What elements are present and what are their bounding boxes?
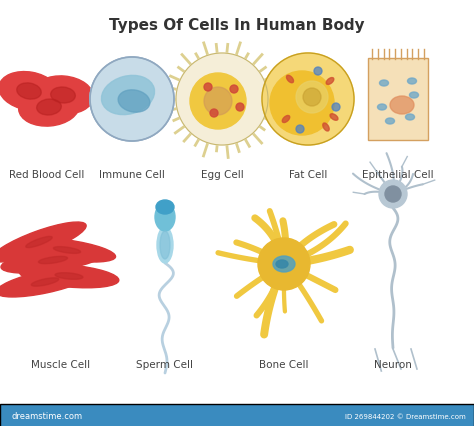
- Circle shape: [190, 74, 246, 130]
- Text: Immune Cell: Immune Cell: [99, 170, 165, 180]
- Ellipse shape: [160, 231, 170, 259]
- Ellipse shape: [276, 260, 288, 268]
- Ellipse shape: [18, 89, 79, 127]
- Circle shape: [296, 126, 304, 134]
- Circle shape: [258, 239, 310, 290]
- Circle shape: [236, 104, 244, 112]
- Ellipse shape: [38, 257, 68, 264]
- Circle shape: [210, 110, 218, 118]
- Circle shape: [303, 89, 321, 107]
- Circle shape: [230, 86, 238, 94]
- Text: Egg Cell: Egg Cell: [201, 170, 243, 180]
- Circle shape: [262, 54, 354, 146]
- Text: Types Of Cells In Human Body: Types Of Cells In Human Body: [109, 18, 365, 33]
- Ellipse shape: [283, 116, 290, 123]
- Ellipse shape: [330, 115, 338, 121]
- Ellipse shape: [19, 265, 119, 288]
- Text: ID 269844202 © Dreamstime.com: ID 269844202 © Dreamstime.com: [345, 413, 466, 419]
- Ellipse shape: [101, 76, 155, 115]
- Ellipse shape: [323, 124, 329, 132]
- Ellipse shape: [157, 227, 173, 263]
- Ellipse shape: [31, 278, 59, 287]
- Ellipse shape: [18, 239, 116, 262]
- Ellipse shape: [408, 79, 417, 85]
- Ellipse shape: [155, 204, 175, 231]
- Ellipse shape: [385, 119, 394, 125]
- Circle shape: [204, 88, 232, 116]
- Ellipse shape: [26, 237, 52, 248]
- Text: Red Blood Cell: Red Blood Cell: [9, 170, 85, 180]
- Ellipse shape: [0, 222, 86, 262]
- Text: Bone Cell: Bone Cell: [259, 359, 309, 369]
- Ellipse shape: [1, 248, 105, 273]
- Ellipse shape: [118, 91, 150, 113]
- Text: Sperm Cell: Sperm Cell: [137, 359, 193, 369]
- Ellipse shape: [51, 88, 75, 104]
- Ellipse shape: [33, 77, 93, 115]
- Text: Epithelial Cell: Epithelial Cell: [362, 170, 434, 180]
- Ellipse shape: [377, 105, 386, 111]
- FancyBboxPatch shape: [0, 404, 474, 426]
- Ellipse shape: [390, 97, 414, 115]
- Ellipse shape: [380, 81, 389, 87]
- Ellipse shape: [17, 83, 41, 100]
- Text: dreamstime.com: dreamstime.com: [12, 412, 83, 420]
- Circle shape: [270, 72, 334, 136]
- Ellipse shape: [36, 100, 61, 116]
- Circle shape: [204, 84, 212, 92]
- Ellipse shape: [156, 201, 174, 215]
- Ellipse shape: [0, 72, 59, 111]
- Ellipse shape: [286, 76, 293, 83]
- Circle shape: [296, 82, 328, 114]
- Text: Muscle Cell: Muscle Cell: [31, 359, 91, 369]
- Circle shape: [385, 187, 401, 202]
- Circle shape: [332, 104, 340, 112]
- Ellipse shape: [54, 247, 81, 254]
- Circle shape: [379, 181, 407, 208]
- Circle shape: [90, 58, 174, 142]
- Ellipse shape: [410, 93, 419, 99]
- Text: Fat Cell: Fat Cell: [289, 170, 327, 180]
- Ellipse shape: [55, 273, 83, 279]
- Circle shape: [314, 68, 322, 76]
- Circle shape: [176, 54, 268, 146]
- Ellipse shape: [326, 78, 334, 85]
- Text: Neuron: Neuron: [374, 359, 412, 369]
- Ellipse shape: [405, 115, 414, 121]
- FancyBboxPatch shape: [368, 59, 428, 141]
- Ellipse shape: [273, 256, 295, 272]
- Ellipse shape: [0, 268, 94, 297]
